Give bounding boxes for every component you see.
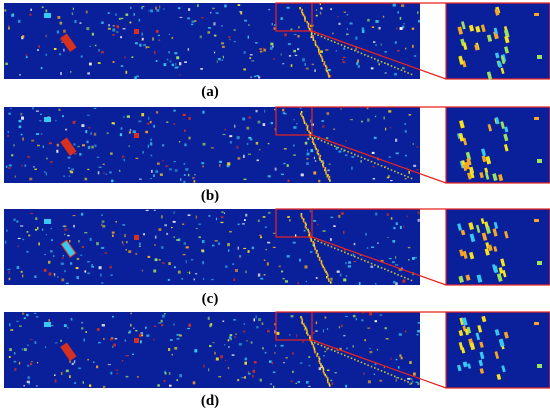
zoom-gap	[420, 209, 446, 285]
hyperspectral-map-a	[4, 2, 550, 80]
zoom-box	[275, 106, 313, 136]
cyan-target	[44, 219, 51, 224]
vehicle-target	[60, 342, 77, 361]
cyan-target	[44, 13, 51, 18]
inset-targets	[456, 116, 542, 182]
caption-a: (a)	[201, 84, 219, 100]
caption-b: (b)	[200, 188, 220, 204]
hyperspectral-map-d	[4, 311, 550, 389]
map-speckles	[4, 3, 420, 80]
inset-targets	[457, 6, 542, 80]
zoom-gap	[420, 3, 446, 79]
zoom-connector-bottom	[311, 134, 447, 184]
zoom-connector-bottom	[311, 30, 447, 80]
panel-b	[4, 106, 550, 185]
panel-c	[4, 208, 550, 287]
vehicle-target	[60, 33, 77, 52]
hyperspectral-map-c	[4, 208, 550, 286]
inset-targets	[457, 315, 542, 381]
red-target	[134, 133, 139, 138]
red-target	[134, 235, 139, 240]
red-target	[134, 29, 139, 34]
map-speckles	[4, 209, 420, 286]
caption-d: (d)	[200, 393, 220, 409]
vehicle-target	[60, 137, 77, 156]
inset-targets	[457, 218, 542, 283]
cyan-target	[44, 117, 51, 122]
map-background	[4, 209, 420, 285]
zoom-gap	[420, 107, 446, 183]
red-target	[134, 338, 139, 343]
zoom-connector-bottom	[311, 236, 447, 286]
panel-a	[4, 2, 550, 81]
road-targets	[300, 316, 413, 387]
zoom-box	[275, 208, 313, 238]
hyperspectral-map-b	[4, 106, 550, 184]
zoom-box	[275, 311, 313, 341]
road-targets	[299, 7, 413, 78]
vehicle-target	[60, 239, 77, 258]
panel-d	[4, 311, 550, 390]
zoom-connector-bottom	[311, 339, 447, 389]
caption-c: (c)	[201, 291, 219, 307]
map-background	[4, 3, 420, 79]
zoom-gap	[420, 312, 446, 388]
zoom-box	[275, 2, 313, 32]
cyan-target	[44, 322, 51, 327]
